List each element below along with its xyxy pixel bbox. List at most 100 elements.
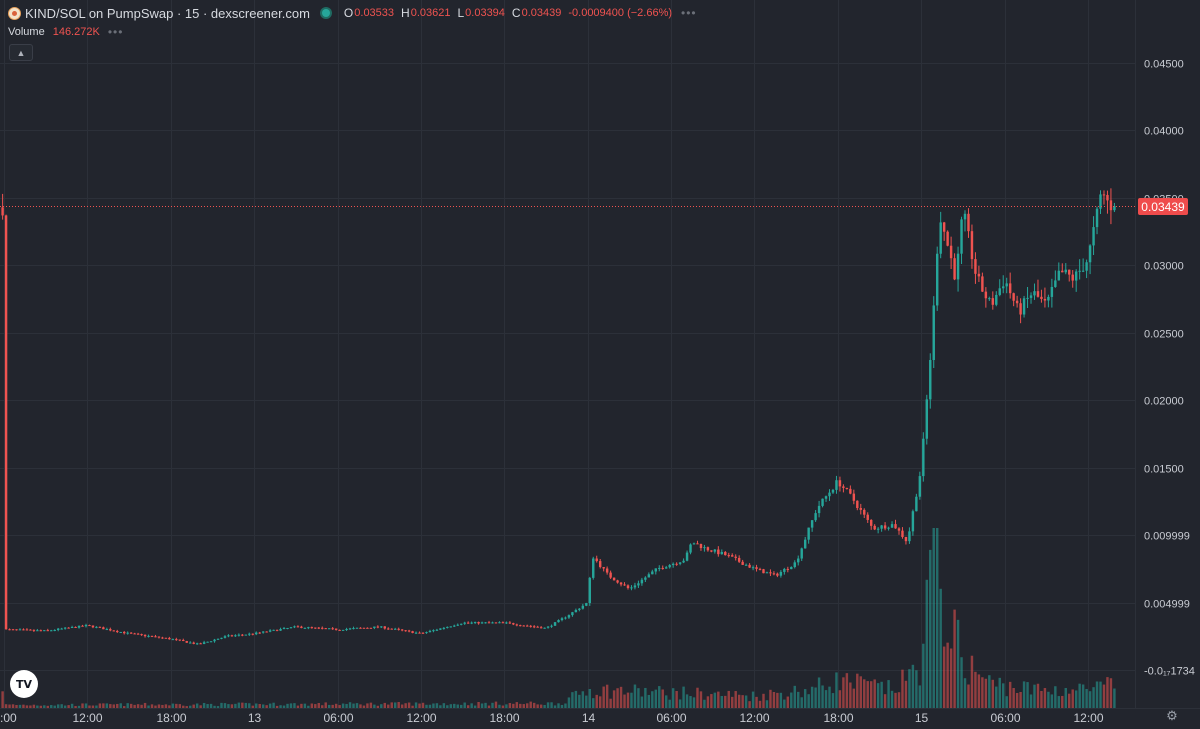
candle-body (293, 626, 296, 628)
volume-bar (668, 699, 671, 708)
candle-body (1113, 206, 1116, 211)
candle-body (817, 505, 821, 514)
legend-more-icon[interactable]: ••• (681, 6, 697, 20)
settings-gear-icon[interactable]: ⚙ (1166, 708, 1178, 723)
candle-body (810, 520, 814, 528)
candle-body (710, 550, 713, 552)
candle-body (164, 637, 168, 639)
volume-bar (904, 680, 908, 708)
pair-title: KIND/SOL on PumpSwap · 15 · dexscreener.… (25, 5, 310, 21)
candle-body (1040, 296, 1043, 299)
volume-bar (887, 680, 890, 708)
volume-bar (279, 705, 282, 708)
volume-bar (446, 705, 449, 708)
volume-bar (11, 704, 15, 708)
volume-bar (175, 703, 178, 708)
candle-body (963, 213, 967, 220)
volume-bar (605, 684, 609, 708)
high-value: 0.03621 (410, 7, 451, 19)
volume-bar (407, 702, 411, 708)
candle-body (605, 568, 609, 573)
volume-more-icon[interactable]: ••• (107, 25, 124, 39)
volume-bar (779, 692, 783, 708)
candle-body (1071, 274, 1074, 281)
candle-body (362, 627, 366, 629)
volume-bar (963, 678, 967, 708)
candle-body (967, 213, 970, 232)
volume-bar (519, 703, 522, 708)
candle-body (46, 630, 49, 632)
volume-bar (501, 705, 505, 708)
volume-bar (1071, 689, 1074, 708)
volume-bar (581, 691, 585, 708)
volume-bar (307, 705, 310, 708)
candle-body (449, 626, 453, 628)
candle-body (178, 639, 182, 641)
volume-bar (741, 695, 744, 708)
candle-body (282, 628, 286, 630)
candle-body (1036, 291, 1040, 297)
volume-bar (494, 701, 498, 708)
volume-bar (744, 695, 748, 708)
volume-bar (171, 703, 175, 708)
candle-body (699, 544, 703, 549)
y-tick-label: -0.0₁₇1734 (1144, 666, 1195, 678)
candle-body (598, 561, 602, 568)
volume-bar (824, 690, 828, 708)
candle-body (255, 632, 258, 635)
candle-body (460, 623, 463, 625)
volume-label: Volume (8, 26, 45, 38)
candle-body (658, 567, 661, 569)
time-axis[interactable]: :00 12:00 18:00 13 06:00 12:00 18:00 14 06:00 12:… (0, 711, 1104, 725)
candle-body (897, 528, 901, 531)
volume-bar (67, 705, 70, 708)
volume-bar (505, 704, 508, 708)
volume-bar (949, 648, 953, 708)
candle-body (425, 632, 428, 634)
candle-body (133, 633, 136, 635)
candle-body (1043, 298, 1047, 301)
volume-bar (553, 705, 557, 708)
volume-bar (699, 691, 703, 708)
volume-value: 146.272K (52, 26, 100, 38)
volume-bar (39, 705, 43, 708)
market-status-icon[interactable] (321, 9, 330, 17)
candle-body (644, 577, 647, 580)
volume-bar (112, 704, 116, 708)
volume-bar (46, 705, 49, 708)
candle-body (432, 630, 435, 632)
candle-body (626, 585, 630, 589)
volume-bar (797, 691, 800, 708)
volume-bar (241, 702, 244, 708)
candle-body (348, 628, 352, 630)
volume-bar (56, 704, 60, 708)
volume-bar (129, 703, 133, 708)
candle-body (300, 626, 303, 628)
candle-body (856, 500, 859, 509)
price-axis[interactable]: 0.045000.040000.035000.030000.025000.020… (1144, 59, 1195, 678)
candle-body (95, 626, 98, 628)
candle-body (539, 627, 543, 629)
x-tick-label: 12:00 (406, 711, 436, 725)
candle-body (1019, 303, 1022, 315)
tradingview-logo[interactable]: TV (10, 670, 38, 698)
candle-body (981, 276, 984, 292)
candle-body (1106, 194, 1109, 201)
volume-bar (369, 702, 373, 708)
candle-body (473, 622, 477, 624)
volume-bar (1033, 684, 1036, 708)
candle-body (713, 549, 717, 552)
candle-body (136, 633, 140, 635)
collapse-legend-button[interactable]: ▲ (9, 44, 33, 61)
volume-bar (81, 703, 84, 708)
candle-body (331, 628, 334, 630)
volume-bar (255, 703, 258, 708)
volume-bar (929, 549, 932, 708)
volume-bar (223, 703, 227, 708)
volume-bar (484, 702, 487, 708)
volume-bar (807, 694, 810, 708)
candle-body (456, 624, 459, 626)
candle-body (744, 564, 748, 566)
volume-bar (915, 670, 918, 708)
